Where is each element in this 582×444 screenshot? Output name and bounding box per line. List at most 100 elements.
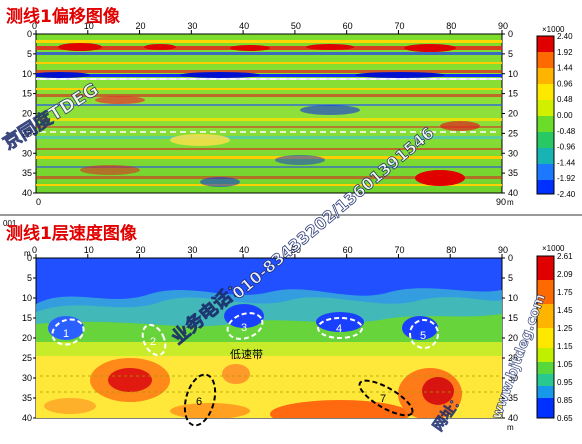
x-tick-label: 50 <box>291 21 301 31</box>
velocity-figure: 1 2 3 4 5 6 7 低速带 0 10 20 30 40 50 60 70 80 90 05… <box>22 244 573 432</box>
anomaly-4-ellipse <box>317 317 363 339</box>
migration-panel: 测线1偏移图像 <box>0 0 582 212</box>
anomaly-1-label: 1 <box>63 328 69 340</box>
colorbar-label: 2.61 <box>557 252 573 261</box>
y-tick-label: 10 <box>508 293 518 303</box>
low-velocity-zone-label: 低速带 <box>230 348 263 361</box>
colorbar-label: 1.45 <box>557 306 573 315</box>
migration-colorbar: ×1000 2.40 1.92 1.44 0.96 0.48 0.00 -0.48 -0.96… <box>536 25 576 199</box>
velocity-y-axis-right: 0 5 10 15 20 25 30 35 40 <box>502 253 518 423</box>
colorbar-label: 0.96 <box>557 79 573 88</box>
velocity-y-unit: m <box>24 249 31 258</box>
y-tick-label: 5 <box>27 273 32 283</box>
y-tick-label: 40 <box>508 413 518 423</box>
colorbar-label: 0.85 <box>557 396 573 405</box>
y-tick-label: 25 <box>22 353 32 363</box>
y-tick-label: 30 <box>508 148 518 158</box>
x-tick-label: 0 <box>32 21 37 31</box>
velocity-field <box>36 288 502 418</box>
velocity-x-axis: 0 10 20 30 40 50 60 70 80 90 <box>32 245 508 258</box>
colorbar-label: 1.75 <box>557 288 573 297</box>
y-tick-label: 30 <box>508 373 518 383</box>
colorbar-label: 1.44 <box>557 64 573 73</box>
y-tick-label: 35 <box>508 393 518 403</box>
anomaly-4-label: 4 <box>336 323 342 335</box>
velocity-panel: 001 测线1层速度图像 <box>0 214 582 444</box>
y-tick-label: 10 <box>508 69 518 79</box>
anomaly-2-ellipse <box>141 323 167 357</box>
anomaly-2-label: 2 <box>150 336 156 348</box>
y-tick-label: 30 <box>22 373 32 383</box>
colorbar-label: 0.48 <box>557 95 573 104</box>
colorbar-label: 1.05 <box>557 360 573 369</box>
colorbar-label: 1.25 <box>557 324 573 333</box>
anomaly-numbers: 1 2 3 4 5 <box>63 322 426 348</box>
x-tick-label: 80 <box>446 21 456 31</box>
anomaly-markers-deep <box>183 373 414 427</box>
x-tick-label: 80 <box>446 245 456 255</box>
anomaly-6-label: 6 <box>196 396 202 408</box>
y-tick-label: 20 <box>22 333 32 343</box>
y-tick-label: 0 <box>27 253 32 263</box>
anomaly-3-label: 3 <box>241 322 247 334</box>
y-tick-label: 15 <box>22 89 32 99</box>
colorbar-label: 2.09 <box>557 270 573 279</box>
migration-y-axis-right: 0 5 10 15 20 25 30 35 40 <box>502 29 518 198</box>
x-tick-label: 60 <box>343 21 353 31</box>
migration-x-axis: 0 10 20 30 40 50 60 70 80 90 <box>32 21 508 34</box>
anomaly-7-ellipse <box>358 379 414 417</box>
x-tick-label: 20 <box>136 245 146 255</box>
migration-y-axis-left: 0 5 10 15 20 25 30 35 40 <box>22 29 36 198</box>
migration-x-unit: m <box>507 198 514 207</box>
y-tick-label: 10 <box>22 69 32 79</box>
x-tick-label: 0 <box>32 245 37 255</box>
y-tick-label: 5 <box>27 49 32 59</box>
y-tick-label: 25 <box>508 128 518 138</box>
colorbar-label: 0.95 <box>557 378 573 387</box>
velocity-colorbar-multiplier: ×1000 <box>542 244 565 253</box>
y-tick-label: 25 <box>508 353 518 363</box>
y-tick-label: 20 <box>508 109 518 119</box>
x-tick-label: 50 <box>291 245 301 255</box>
y-tick-label: 0 <box>508 29 513 39</box>
velocity-colorbar: ×1000 2.61 2.09 1.75 1.45 1.25 1.15 1.05 0.95 0.… <box>536 244 573 423</box>
y-tick-label: 0 <box>508 253 513 263</box>
y-tick-label: 15 <box>508 89 518 99</box>
x-tick-label: 10 <box>84 21 94 31</box>
x-tick-label: 20 <box>136 21 146 31</box>
migration-figure: 0 10 20 30 40 50 60 70 80 90 0 5 10 15 20 25 30 35 40 0 5 1… <box>22 21 576 207</box>
x-tick-label: 40 <box>239 245 249 255</box>
colorbar-label: -1.44 <box>557 158 576 167</box>
migration-x-axis-origin: 0 <box>36 197 41 207</box>
x-tick-label: 10 <box>84 245 94 255</box>
y-tick-label: 20 <box>22 109 32 119</box>
y-tick-label: 25 <box>22 128 32 138</box>
anomaly-7-label: 7 <box>380 393 386 405</box>
x-tick-label: 30 <box>187 245 197 255</box>
y-tick-label: 40 <box>508 188 518 198</box>
y-tick-label: 0 <box>27 29 32 39</box>
y-tick-label: 15 <box>22 313 32 323</box>
y-tick-label: 35 <box>22 393 32 403</box>
x-tick-label: 60 <box>343 245 353 255</box>
x-tick-label: 90 <box>498 245 508 255</box>
x-tick-label: 40 <box>239 21 249 31</box>
y-tick-label: 10 <box>22 293 32 303</box>
y-tick-label: 5 <box>508 49 513 59</box>
colorbar-label: -1.92 <box>557 174 576 183</box>
anomaly-6-ellipse <box>183 373 217 427</box>
velocity-panel-title: 测线1层速度图像 <box>6 224 137 244</box>
colorbar-label: 2.40 <box>557 32 573 41</box>
colorbar-label: 1.15 <box>557 342 573 351</box>
y-tick-label: 30 <box>22 148 32 158</box>
y-tick-label: 35 <box>22 168 32 178</box>
colorbar-label: -0.48 <box>557 127 576 136</box>
velocity-x-unit: m <box>507 423 514 432</box>
x-tick-label: 70 <box>394 245 404 255</box>
y-tick-label: 35 <box>508 168 518 178</box>
migration-x-axis-end: 90 <box>496 197 506 207</box>
y-tick-label: 40 <box>22 188 32 198</box>
colorbar-label: -2.40 <box>557 190 576 199</box>
migration-colorbar-multiplier: ×1000 <box>542 25 565 34</box>
y-tick-label: 20 <box>508 333 518 343</box>
